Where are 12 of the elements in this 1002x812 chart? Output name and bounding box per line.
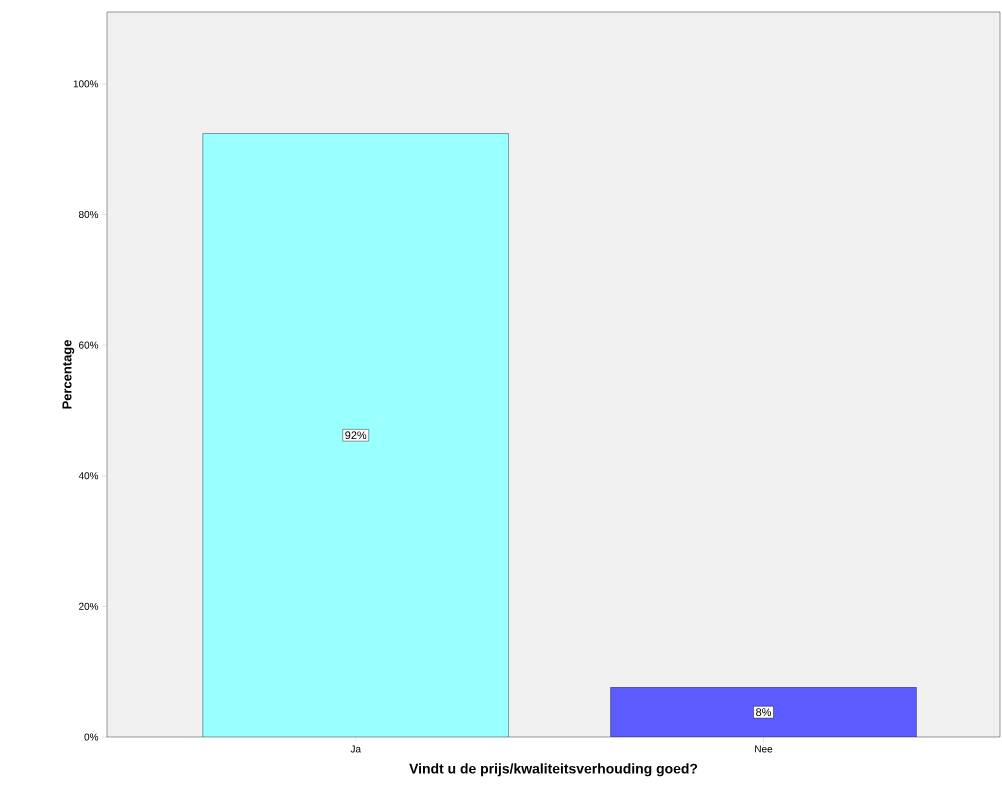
y-tick-label: 20% bbox=[79, 602, 99, 610]
y-tick-label: 80% bbox=[78, 210, 99, 218]
data-label: 8% bbox=[756, 708, 772, 717]
x-tick-label: Ja bbox=[350, 745, 362, 753]
x-axis-title: Vindt u de prijs/kwaliteitsverhouding goed? bbox=[409, 763, 698, 777]
y-tick-label: 100% bbox=[73, 80, 99, 88]
x-tick-label: Nee bbox=[755, 745, 773, 753]
y-tick-label: 0% bbox=[84, 733, 99, 741]
data-label: 92% bbox=[345, 431, 367, 440]
y-tick-label: 40% bbox=[78, 472, 99, 480]
y-tick-label: 60% bbox=[79, 341, 99, 349]
y-axis-title: Percentage bbox=[62, 340, 75, 409]
